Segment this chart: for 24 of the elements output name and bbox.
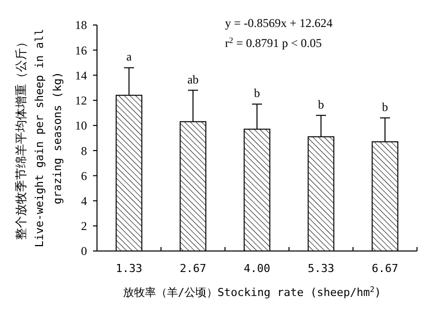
x-tick-label: 2.67 [180, 262, 206, 275]
x-tick-label: 1.33 [116, 262, 142, 275]
x-axis-title: 放牧率（羊/公顷）Stocking rate (sheep/hm$^{2}$) [122, 284, 382, 299]
x-tick-label: 6.67 [372, 262, 398, 275]
annotation: r$^{2}$ = 0.8791 p < 0.05 [225, 36, 322, 50]
y-axis-title: 整个放牧季节绵羊平均体增重（公斤） Live-weight gain per sheep in all grazing seasons (kg) [14, 28, 64, 248]
data-label: b [254, 86, 260, 100]
x-tick-label: 5.33 [308, 262, 334, 275]
y-tick-label: 8 [81, 144, 87, 158]
y-tick-label: 6 [81, 168, 87, 183]
annotation: y = -0.8569x + 12.624 [225, 16, 333, 30]
y-tick-label: 0 [81, 244, 87, 258]
data-label: a [126, 50, 132, 64]
y-tick-label: 16 [75, 43, 87, 58]
data-label: b [318, 97, 324, 112]
y-tick-label: 2 [81, 219, 87, 234]
y-tick-label: 12 [75, 94, 87, 108]
data-label: ab [187, 72, 199, 86]
x-tick-label: 4.00 [244, 262, 270, 275]
y-tick-label: 18 [75, 18, 87, 32]
data-label: b [382, 100, 388, 114]
y-tick-label: 4 [81, 194, 87, 208]
y-tick-label: 10 [75, 118, 87, 133]
y-tick-label: 14 [75, 68, 87, 82]
